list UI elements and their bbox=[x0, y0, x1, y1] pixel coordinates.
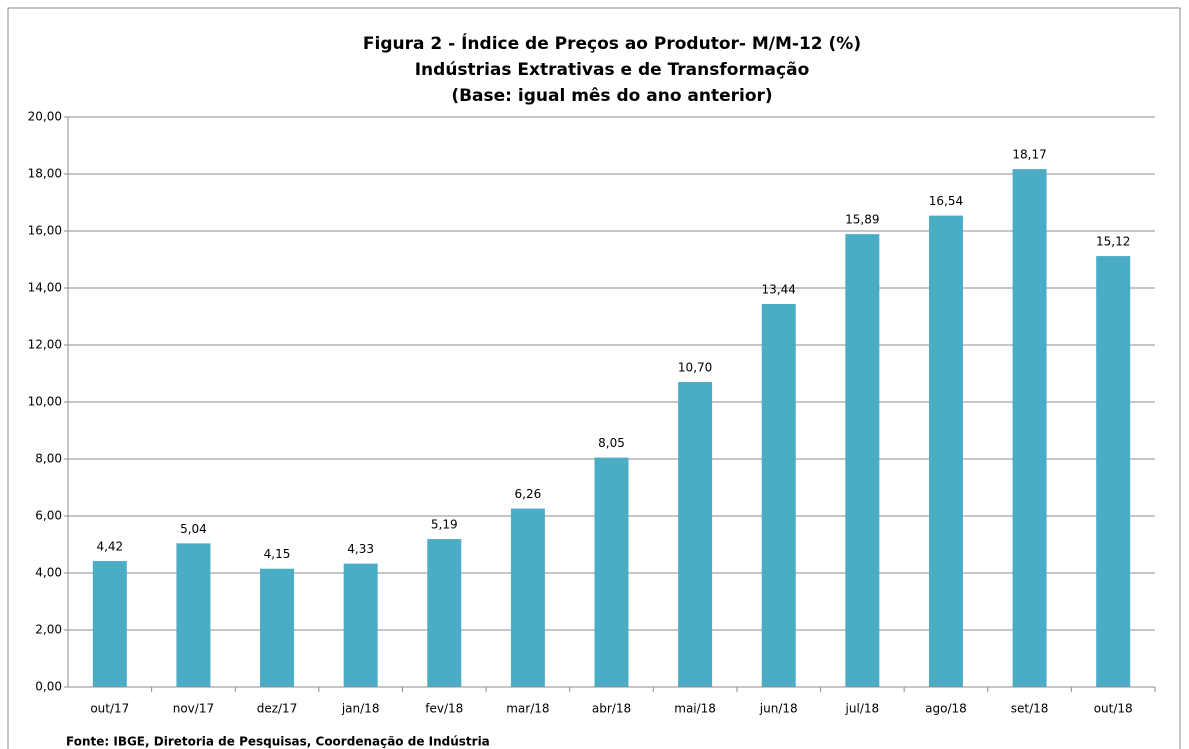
x-tick-label: mai/18 bbox=[674, 702, 716, 716]
x-tick-label: jul/18 bbox=[845, 702, 880, 716]
x-tick-label: ago/18 bbox=[925, 702, 967, 716]
y-tick-label: 14,00 bbox=[28, 281, 62, 295]
y-tick-label: 8,00 bbox=[35, 452, 62, 466]
source-note: Fonte: IBGE, Diretoria de Pesquisas, Coo… bbox=[66, 735, 490, 749]
bar bbox=[594, 457, 629, 687]
x-tick-label: out/18 bbox=[1094, 702, 1133, 716]
data-label: 5,04 bbox=[180, 522, 207, 536]
bar bbox=[678, 382, 713, 687]
data-label: 15,89 bbox=[845, 213, 879, 227]
bar bbox=[176, 543, 211, 687]
y-tick-label: 10,00 bbox=[28, 395, 62, 409]
x-tick-label: nov/17 bbox=[173, 702, 214, 716]
x-tick-label: set/18 bbox=[1011, 702, 1049, 716]
data-label: 8,05 bbox=[598, 436, 625, 450]
data-label: 16,54 bbox=[929, 194, 963, 208]
y-tick-label: 0,00 bbox=[35, 680, 62, 694]
y-tick-label: 20,00 bbox=[28, 110, 62, 124]
x-tick-label: dez/17 bbox=[257, 702, 298, 716]
bar bbox=[427, 539, 462, 687]
chart-title: Figura 2 - Índice de Preços ao Produtor-… bbox=[363, 32, 861, 54]
chart-subtitle: (Base: igual mês do ano anterior) bbox=[451, 86, 772, 106]
bar bbox=[510, 508, 545, 687]
y-tick-label: 18,00 bbox=[28, 167, 62, 181]
bar bbox=[928, 215, 963, 688]
data-label: 5,19 bbox=[431, 518, 458, 532]
data-label: 4,15 bbox=[264, 547, 291, 561]
chart-subtitle: Indústrias Extrativas e de Transformação bbox=[415, 60, 810, 80]
x-tick-label: jan/18 bbox=[341, 702, 380, 716]
y-tick-label: 6,00 bbox=[35, 509, 62, 523]
bar bbox=[343, 563, 378, 687]
y-tick-label: 2,00 bbox=[35, 623, 62, 637]
y-tick-label: 4,00 bbox=[35, 566, 62, 580]
bar bbox=[845, 234, 880, 687]
x-tick-label: out/17 bbox=[90, 702, 129, 716]
bar bbox=[1012, 169, 1047, 687]
data-label: 15,12 bbox=[1096, 235, 1130, 249]
data-label: 13,44 bbox=[762, 282, 796, 296]
data-label: 6,26 bbox=[515, 487, 542, 501]
x-tick-label: fev/18 bbox=[425, 702, 463, 716]
x-tick-label: jun/18 bbox=[759, 702, 798, 716]
y-tick-label: 16,00 bbox=[28, 224, 62, 238]
bar bbox=[260, 568, 295, 687]
x-tick-label: mar/18 bbox=[506, 702, 549, 716]
data-label: 18,17 bbox=[1012, 148, 1046, 162]
x-tick-label: abr/18 bbox=[592, 702, 631, 716]
data-label: 4,42 bbox=[96, 540, 123, 554]
data-label: 4,33 bbox=[347, 542, 374, 556]
bar bbox=[92, 561, 127, 687]
bar bbox=[1096, 256, 1131, 687]
bar bbox=[761, 303, 796, 687]
y-tick-label: 12,00 bbox=[28, 338, 62, 352]
data-label: 10,70 bbox=[678, 361, 712, 375]
